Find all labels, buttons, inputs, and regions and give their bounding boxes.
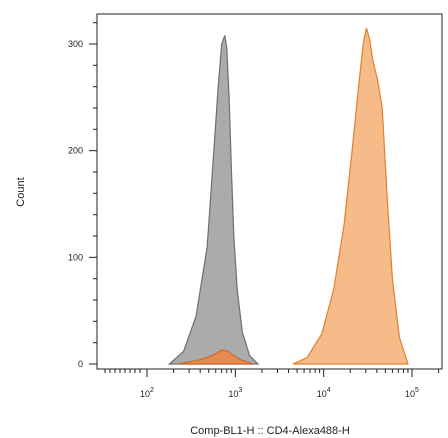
y-tick-label: 100 bbox=[68, 252, 83, 262]
plot-frame bbox=[96, 13, 443, 370]
x-tick-label: 105 bbox=[405, 387, 419, 399]
y-tick-label: 0 bbox=[78, 359, 83, 369]
y-axis: 0 100 200 300 bbox=[68, 22, 97, 369]
series-layer bbox=[167, 27, 409, 365]
y-tick-label: 200 bbox=[68, 146, 83, 156]
y-tick-label: 300 bbox=[68, 39, 83, 49]
x-axis: 102 103 104 105 bbox=[104, 369, 440, 399]
x-tick-label: 104 bbox=[317, 387, 331, 399]
series-1-area bbox=[167, 35, 260, 365]
x-axis-title: Comp-BL1-H :: CD4-Alexa488-H bbox=[190, 425, 350, 437]
series-2-area bbox=[292, 27, 409, 365]
x-tick-label: 103 bbox=[228, 387, 242, 399]
series-3-area bbox=[178, 349, 254, 365]
x-tick-label: 102 bbox=[140, 387, 154, 399]
y-axis-title: Count bbox=[15, 177, 27, 206]
